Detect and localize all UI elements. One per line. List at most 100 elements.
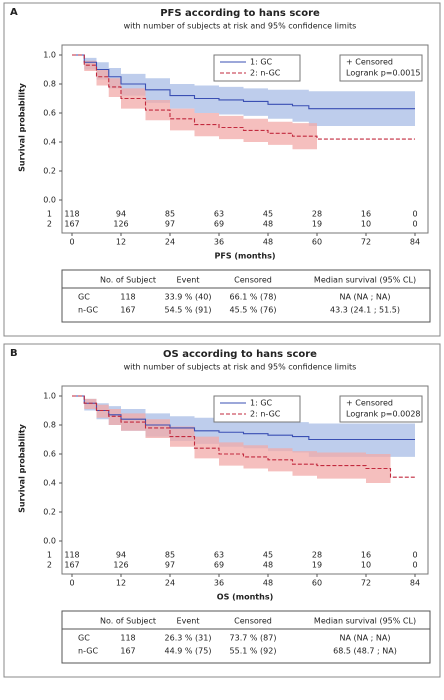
y-tick-label: 0.2 bbox=[43, 167, 56, 176]
y-axis-label: Survival probability bbox=[18, 82, 27, 172]
chart-title: OS according to hans score bbox=[163, 349, 317, 360]
table-cell: NA (NA ; NA) bbox=[340, 634, 391, 643]
table-cell: 66.1 % (78) bbox=[230, 293, 277, 302]
annotation: Logrank p=0.0028 bbox=[346, 410, 421, 419]
x-tick-label: 84 bbox=[410, 238, 420, 247]
table-cell: 68.5 (48.7 ; NA) bbox=[333, 647, 397, 656]
plot-frame bbox=[61, 44, 429, 234]
at-risk-count: 167 bbox=[64, 561, 79, 570]
y-tick-label: 0.6 bbox=[43, 450, 56, 459]
x-tick-label: 72 bbox=[361, 579, 371, 588]
annotation-box bbox=[339, 395, 423, 423]
annotation: + Censored bbox=[346, 58, 393, 67]
x-tick-label: 36 bbox=[214, 238, 224, 247]
table-header: No. of Subject bbox=[100, 276, 156, 285]
at-risk-count: 97 bbox=[165, 561, 175, 570]
x-tick-label: 24 bbox=[165, 579, 175, 588]
at-risk-count: 126 bbox=[113, 220, 128, 229]
subtitle: with number of subjects at risk and 95% … bbox=[124, 22, 357, 31]
at-risk-count: 19 bbox=[312, 220, 322, 229]
legend-label: 1: GC bbox=[250, 399, 273, 408]
at-risk-count: 10 bbox=[361, 220, 371, 229]
subtitle: with number of subjects at risk and 95% … bbox=[124, 363, 357, 372]
x-axis-label: OS (months) bbox=[217, 593, 273, 602]
y-tick-label: 1.0 bbox=[43, 51, 56, 60]
y-tick-label: 0.8 bbox=[43, 80, 56, 89]
at-risk-count: 28 bbox=[312, 551, 322, 560]
at-risk-count: 69 bbox=[214, 561, 224, 570]
table-cell: 55.1 % (92) bbox=[230, 647, 277, 656]
table-cell: 26.3 % (31) bbox=[165, 634, 212, 643]
table-cell: GC bbox=[78, 293, 90, 302]
table-cell: 167 bbox=[120, 306, 135, 315]
table-cell: 73.7 % (87) bbox=[230, 634, 277, 643]
at-risk-count: 16 bbox=[361, 551, 371, 560]
y-tick-label: 0.4 bbox=[43, 138, 56, 147]
chart-title: PFS according to hans score bbox=[160, 8, 320, 19]
at-risk-count: 0 bbox=[412, 210, 417, 219]
y-tick-label: 1.0 bbox=[43, 392, 56, 401]
at-risk-count: 97 bbox=[165, 220, 175, 229]
at-risk-group: 2 bbox=[47, 220, 52, 229]
table-cell: GC bbox=[78, 634, 90, 643]
y-tick-label: 0.2 bbox=[43, 508, 56, 517]
table-cell: 43.3 (24.1 ; 51.5) bbox=[330, 306, 400, 315]
table-header: Median survival (95% CL) bbox=[314, 276, 416, 285]
x-tick-label: 0 bbox=[69, 579, 74, 588]
x-tick-label: 48 bbox=[263, 238, 273, 247]
at-risk-count: 85 bbox=[165, 210, 175, 219]
at-risk-count: 94 bbox=[116, 551, 126, 560]
x-tick-label: 48 bbox=[263, 579, 273, 588]
x-tick-label: 36 bbox=[214, 579, 224, 588]
table-box bbox=[61, 269, 431, 323]
at-risk-count: 69 bbox=[214, 220, 224, 229]
at-risk-count: 63 bbox=[214, 210, 224, 219]
x-tick-label: 0 bbox=[69, 238, 74, 247]
legend-label: 2: n-GC bbox=[250, 69, 281, 78]
legend-box bbox=[213, 395, 301, 423]
table-cell: n-GC bbox=[78, 306, 98, 315]
at-risk-count: 0 bbox=[412, 561, 417, 570]
at-risk-count: 63 bbox=[214, 551, 224, 560]
table-header: Event bbox=[177, 617, 200, 626]
table-header: Event bbox=[177, 276, 200, 285]
table-cell: 33.9 % (40) bbox=[165, 293, 212, 302]
x-tick-label: 72 bbox=[361, 238, 371, 247]
at-risk-group: 1 bbox=[47, 551, 52, 560]
table-cell: NA (NA ; NA) bbox=[340, 293, 391, 302]
at-risk-count: 48 bbox=[263, 561, 273, 570]
table-cell: 44.9 % (75) bbox=[165, 647, 212, 656]
table-cell: 167 bbox=[120, 647, 135, 656]
legend-label: 1: GC bbox=[250, 58, 273, 67]
x-tick-label: 84 bbox=[410, 579, 420, 588]
at-risk-group: 1 bbox=[47, 210, 52, 219]
y-tick-label: 0.4 bbox=[43, 479, 56, 488]
panel-border bbox=[3, 2, 441, 337]
at-risk-count: 48 bbox=[263, 220, 273, 229]
survival-curve bbox=[72, 395, 415, 478]
x-axis-label: PFS (months) bbox=[215, 252, 276, 261]
at-risk-count: 28 bbox=[312, 210, 322, 219]
table-cell: 54.5 % (91) bbox=[165, 306, 212, 315]
table-header: Censored bbox=[234, 617, 272, 626]
confidence-band bbox=[72, 55, 317, 150]
panel: B OS according to hans score with number o… bbox=[3, 343, 441, 678]
table-cell: 118 bbox=[120, 634, 135, 643]
table-header: Censored bbox=[234, 276, 272, 285]
confidence-band bbox=[72, 396, 391, 483]
legend-box bbox=[213, 54, 301, 82]
table-header: Median survival (95% CL) bbox=[314, 617, 416, 626]
at-risk-count: 85 bbox=[165, 551, 175, 560]
at-risk-count: 126 bbox=[113, 561, 128, 570]
table-cell: 118 bbox=[120, 293, 135, 302]
at-risk-count: 94 bbox=[116, 210, 126, 219]
at-risk-count: 10 bbox=[361, 561, 371, 570]
at-risk-count: 0 bbox=[412, 220, 417, 229]
confidence-band bbox=[72, 396, 415, 457]
panel-label: A bbox=[10, 7, 18, 18]
annotation: Logrank p=0.0015 bbox=[346, 69, 421, 78]
survival-curve bbox=[72, 54, 415, 140]
y-tick-label: 0.0 bbox=[43, 196, 56, 205]
panel-border bbox=[3, 343, 441, 678]
